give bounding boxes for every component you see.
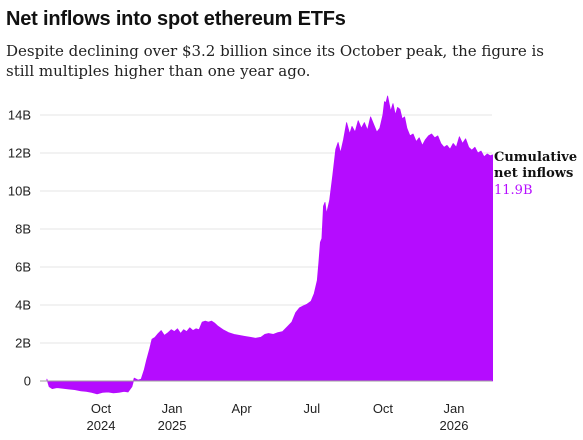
x-tick-label: Oct bbox=[373, 401, 394, 416]
x-tick-label: Jan bbox=[162, 401, 183, 416]
y-tick-label: 14B bbox=[8, 108, 31, 123]
y-tick-label: 12B bbox=[8, 146, 31, 161]
chart-title: Net inflows into spot ethereum ETFs bbox=[6, 8, 346, 30]
x-tick-year-label: 2026 bbox=[440, 418, 469, 433]
x-tick-year-label: 2024 bbox=[87, 418, 116, 433]
y-tick-label: 8B bbox=[15, 222, 31, 237]
y-axis-ticks: 0 2B 4B 6B 8B 10B 12B 14B bbox=[8, 108, 31, 389]
x-tick-label: Apr bbox=[231, 401, 252, 416]
x-axis-ticks: Oct 2024 Jan 2025 Apr Jul Oct Jan 2026 bbox=[87, 401, 469, 433]
annotation-label-line1: Cumulative bbox=[494, 150, 577, 165]
annotation-label-line2: net inflows bbox=[494, 166, 573, 181]
y-tick-label: 6B bbox=[15, 260, 31, 275]
y-tick-label: 10B bbox=[8, 184, 31, 199]
x-tick-label: Jan bbox=[444, 401, 465, 416]
x-tick-label: Jul bbox=[304, 401, 321, 416]
chart-subtitle: Despite declining over $3.2 billion sinc… bbox=[6, 42, 545, 80]
annotation-value: 11.9B bbox=[494, 183, 533, 198]
y-tick-label: 2B bbox=[15, 336, 31, 351]
x-tick-year-label: 2025 bbox=[158, 418, 187, 433]
y-tick-label: 0 bbox=[24, 374, 31, 389]
y-tick-label: 4B bbox=[15, 298, 31, 313]
x-tick-label: Oct bbox=[91, 401, 112, 416]
series-area bbox=[46, 95, 493, 395]
end-annotation: Cumulative net inflows 11.9B bbox=[494, 150, 577, 198]
